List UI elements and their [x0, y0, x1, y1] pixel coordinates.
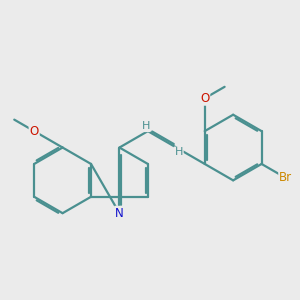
Text: O: O: [29, 124, 39, 138]
Text: H: H: [174, 148, 183, 158]
Text: Br: Br: [279, 171, 292, 184]
Text: O: O: [200, 92, 209, 105]
Text: H: H: [141, 121, 150, 131]
Text: N: N: [115, 207, 124, 220]
